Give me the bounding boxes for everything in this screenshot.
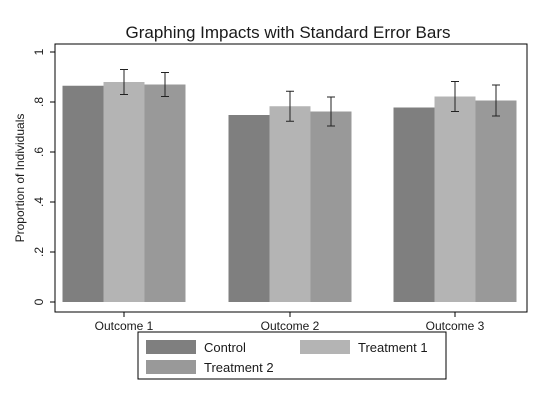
legend-swatch-treatment-2 (146, 360, 196, 374)
x-tick-label: Outcome 2 (261, 319, 320, 333)
bar-control-3 (393, 107, 435, 302)
legend-label-treatment-2: Treatment 2 (204, 360, 274, 375)
error-bar (120, 69, 128, 95)
error-bar (492, 84, 500, 117)
bar-treatment-1-3 (434, 96, 476, 302)
x-tick-label: Outcome 1 (95, 319, 154, 333)
bar-treatment-2-1 (144, 84, 186, 302)
error-bar (161, 72, 169, 97)
y-axis-label: Proportion of Individuals (13, 114, 27, 243)
y-tick-label: .6 (32, 147, 46, 157)
chart-title: Graphing Impacts with Standard Error Bar… (125, 23, 450, 42)
legend-swatch-control (146, 340, 196, 354)
y-tick-label: 1 (32, 48, 46, 55)
x-axis: Outcome 1 Outcome 2 Outcome 3 (95, 312, 485, 333)
y-tick-label: .2 (32, 247, 46, 257)
y-tick-label: .8 (32, 97, 46, 107)
bar-treatment-1-2 (269, 106, 311, 302)
y-tick-label: .4 (32, 197, 46, 207)
bar-treatment-1-1 (103, 82, 145, 302)
bar-control-1 (62, 85, 104, 302)
error-bar (327, 96, 335, 127)
error-bar (286, 90, 294, 122)
bar-treatment-2-2 (310, 111, 352, 302)
x-tick-label: Outcome 3 (426, 319, 485, 333)
y-axis: 0 .2 .4 .6 .8 1 (32, 48, 55, 305)
y-tick-label: 0 (32, 298, 46, 305)
bar-control-2 (228, 115, 270, 302)
bar-treatment-2-3 (475, 100, 517, 302)
bars-group (62, 69, 517, 302)
legend: Control Treatment 1 Treatment 2 (137, 331, 447, 380)
legend-label-treatment-1: Treatment 1 (358, 340, 428, 355)
legend-swatch-treatment-1 (300, 340, 350, 354)
legend-label-control: Control (204, 340, 246, 355)
error-bar (451, 81, 459, 112)
